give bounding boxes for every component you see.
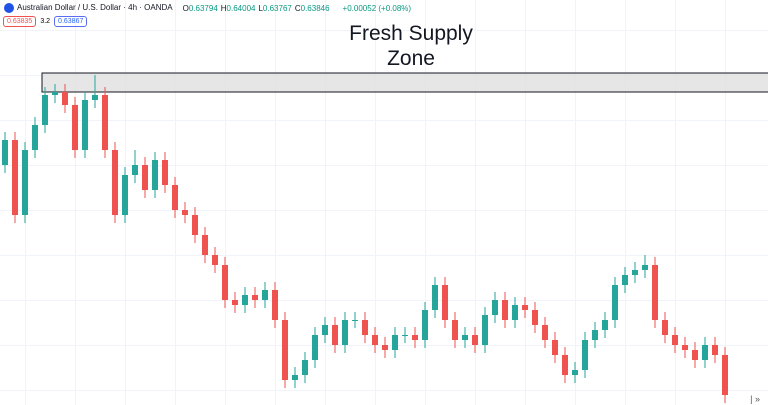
candle-body xyxy=(582,340,588,370)
candle-body xyxy=(292,375,298,380)
zone-label: Fresh Supply Zone xyxy=(349,22,473,70)
candle-body xyxy=(382,345,388,350)
candle-body xyxy=(542,325,548,340)
candle-body xyxy=(322,325,328,335)
candle-body xyxy=(22,150,28,215)
candle-body xyxy=(132,165,138,175)
candle-body xyxy=(42,95,48,125)
candle-body xyxy=(672,335,678,345)
candle-body xyxy=(532,310,538,325)
change: +0.00052 (+0.08%) xyxy=(342,3,412,13)
candle-body xyxy=(432,285,438,310)
supply-zone xyxy=(41,72,768,93)
ohlc-label: O xyxy=(182,3,189,13)
candle-body xyxy=(302,360,308,375)
candle-body xyxy=(272,290,278,320)
candle-body xyxy=(222,265,228,300)
ohlc-label: H xyxy=(220,3,227,13)
candle-body xyxy=(702,345,708,360)
candle-body xyxy=(282,320,288,380)
candle-body xyxy=(182,210,188,215)
trade-buttons: 0.63835 3.2 0.63867 xyxy=(3,16,88,27)
candle-body xyxy=(122,175,128,215)
ohlc-label: C xyxy=(294,3,301,13)
candle-body xyxy=(262,290,268,300)
candle-body xyxy=(142,165,148,190)
symbol: Australian Dollar / U.S. Dollar · 4h · O… xyxy=(4,3,173,13)
sell-button[interactable]: 0.63835 xyxy=(3,16,37,27)
candle-body xyxy=(362,320,368,335)
candle-body xyxy=(642,265,648,270)
candle-body xyxy=(92,95,98,100)
candle-body xyxy=(62,92,68,105)
candle-body xyxy=(172,185,178,210)
candle-body xyxy=(552,340,558,355)
candle-body xyxy=(692,350,698,360)
candle-body xyxy=(452,320,458,340)
candle-body xyxy=(602,320,608,330)
header: Australian Dollar / U.S. Dollar · 4h · O… xyxy=(4,3,411,13)
candle-body xyxy=(72,105,78,150)
ohlc-value: 0.63767 xyxy=(262,3,292,13)
candle-body xyxy=(152,160,158,190)
candle-body xyxy=(102,95,108,150)
scroll-button[interactable]: | » xyxy=(750,394,760,404)
candle-body xyxy=(412,335,418,340)
candle-body xyxy=(572,370,578,375)
candle-body xyxy=(202,235,208,255)
ohlc-label: L xyxy=(258,3,263,13)
candle-body xyxy=(442,285,448,320)
candle-body xyxy=(392,335,398,350)
candle-body xyxy=(32,125,38,150)
buy-button[interactable]: 0.63867 xyxy=(54,16,88,27)
candle-body xyxy=(682,345,688,350)
candle-body xyxy=(492,300,498,315)
spread: 3.2 xyxy=(40,18,51,25)
candle-body xyxy=(502,300,508,320)
candle-body xyxy=(482,315,488,345)
ohlc-value: 0.63846 xyxy=(300,3,330,13)
candle-body xyxy=(12,140,18,215)
candle-body xyxy=(372,335,378,345)
candle-body xyxy=(212,255,218,265)
candle-body xyxy=(612,285,618,320)
candle-body xyxy=(252,295,258,300)
candle-body xyxy=(712,345,718,355)
candle-body xyxy=(332,325,338,345)
candle-body xyxy=(422,310,428,340)
symbol-name: Australian Dollar / U.S. Dollar · 4h · O… xyxy=(17,3,173,13)
candle-body xyxy=(52,92,58,95)
candle-body xyxy=(242,295,248,305)
ohlc: O0.63794 H0.64004 L0.63767 C0.63846 xyxy=(183,4,333,13)
candle-body xyxy=(632,270,638,275)
ohlc-value: 0.63794 xyxy=(188,3,218,13)
candle-body xyxy=(722,355,728,395)
candle-body xyxy=(342,320,348,345)
candle-body xyxy=(232,300,238,305)
candle-body xyxy=(192,215,198,235)
candle-body xyxy=(352,320,358,321)
candle-body xyxy=(662,320,668,335)
candle-body xyxy=(592,330,598,340)
candle-body xyxy=(562,355,568,375)
candle-body xyxy=(112,150,118,215)
candle-body xyxy=(462,335,468,340)
candle-body xyxy=(512,305,518,320)
ohlc-value: 0.64004 xyxy=(226,3,256,13)
candle-body xyxy=(652,265,658,320)
candle-body xyxy=(522,305,528,310)
candle-body xyxy=(622,275,628,285)
candle-body xyxy=(402,335,408,336)
candle-body xyxy=(2,140,8,165)
candle-body xyxy=(312,335,318,360)
candle-body xyxy=(162,160,168,185)
candle-body xyxy=(472,335,478,345)
candle-body xyxy=(82,100,88,150)
